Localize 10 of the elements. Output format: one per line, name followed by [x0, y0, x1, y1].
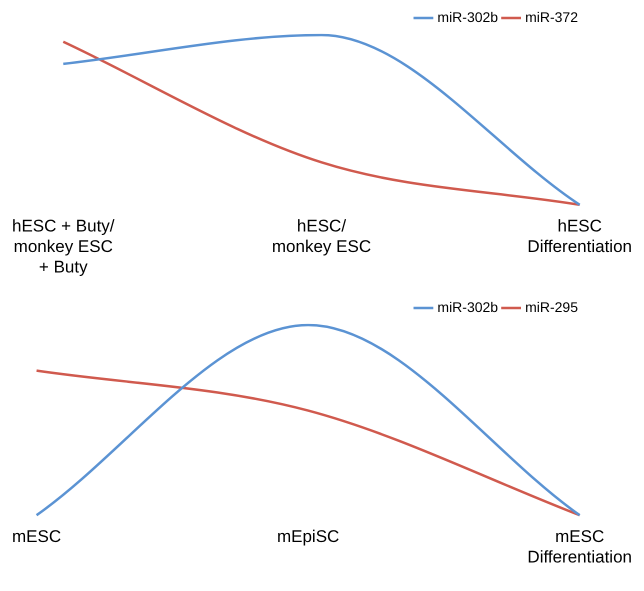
- legend-label: miR-295: [525, 298, 578, 315]
- x-tick-label: hESC + Buty/ monkey ESC + Buty: [12, 216, 115, 276]
- legend-label: miR-302b: [437, 8, 498, 25]
- legend-label: miR-372: [525, 8, 578, 25]
- x-tick-label: hESC Differentiation: [527, 216, 632, 256]
- legend-label: miR-302b: [437, 298, 498, 315]
- x-tick-label: mESC: [12, 527, 62, 546]
- x-tick-label: mEpiSC: [276, 527, 340, 546]
- x-tick-label: mESC Differentiation: [527, 527, 632, 566]
- x-tick-label: hESC/ monkey ESC: [272, 216, 372, 256]
